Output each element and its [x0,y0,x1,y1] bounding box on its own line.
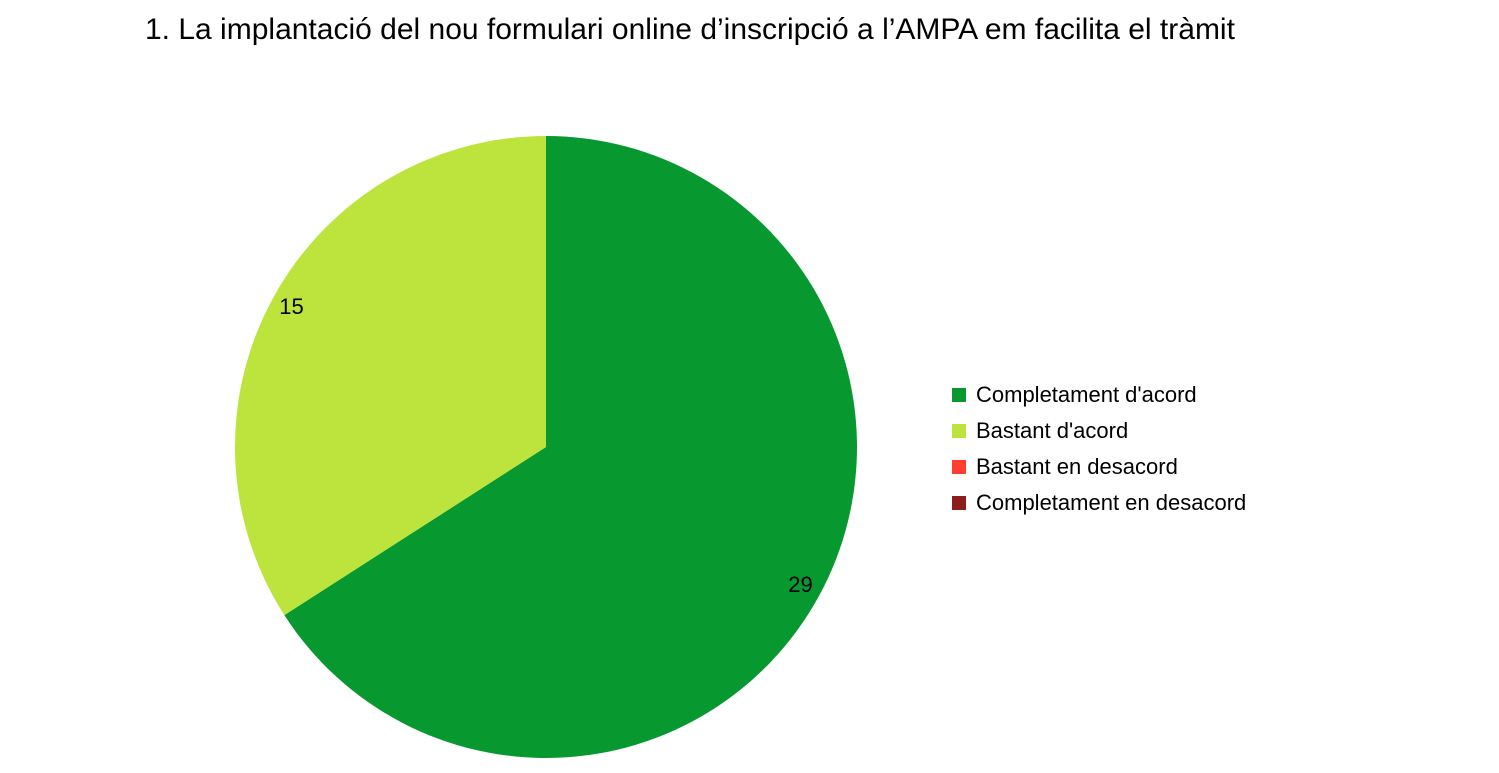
legend-label: Bastant d'acord [976,418,1129,443]
legend-swatch [952,496,966,510]
legend-swatch [952,460,966,474]
legend-swatch [952,388,966,402]
legend-swatch [952,424,966,438]
pie-slice-completament-d-acord [284,136,858,758]
data-label-completament-d-acord: 29 [788,572,812,597]
legend-item-bastant-en-desacord: Bastant en desacord [952,449,1246,485]
legend: Completament d'acord Bastant d'acord Basta… [952,377,1246,521]
pie-slice-bastant-d-acord [235,136,547,616]
legend-label: Completament en desacord [976,490,1247,515]
legend-item-completament-d-acord: Completament d'acord [952,377,1246,413]
pie-slices [235,136,858,758]
legend-item-bastant-d-acord: Bastant d'acord [952,413,1246,449]
data-label-bastant-d-acord: 15 [279,294,303,319]
legend-label: Completament d'acord [976,382,1197,407]
pie-data-labels: 29 15 [279,294,813,597]
legend-item-completament-en-desacord: Completament en desacord [952,485,1246,521]
legend-label: Bastant en desacord [976,454,1178,479]
chart-title: 1. La implantació del nou formulari onli… [145,13,1235,46]
